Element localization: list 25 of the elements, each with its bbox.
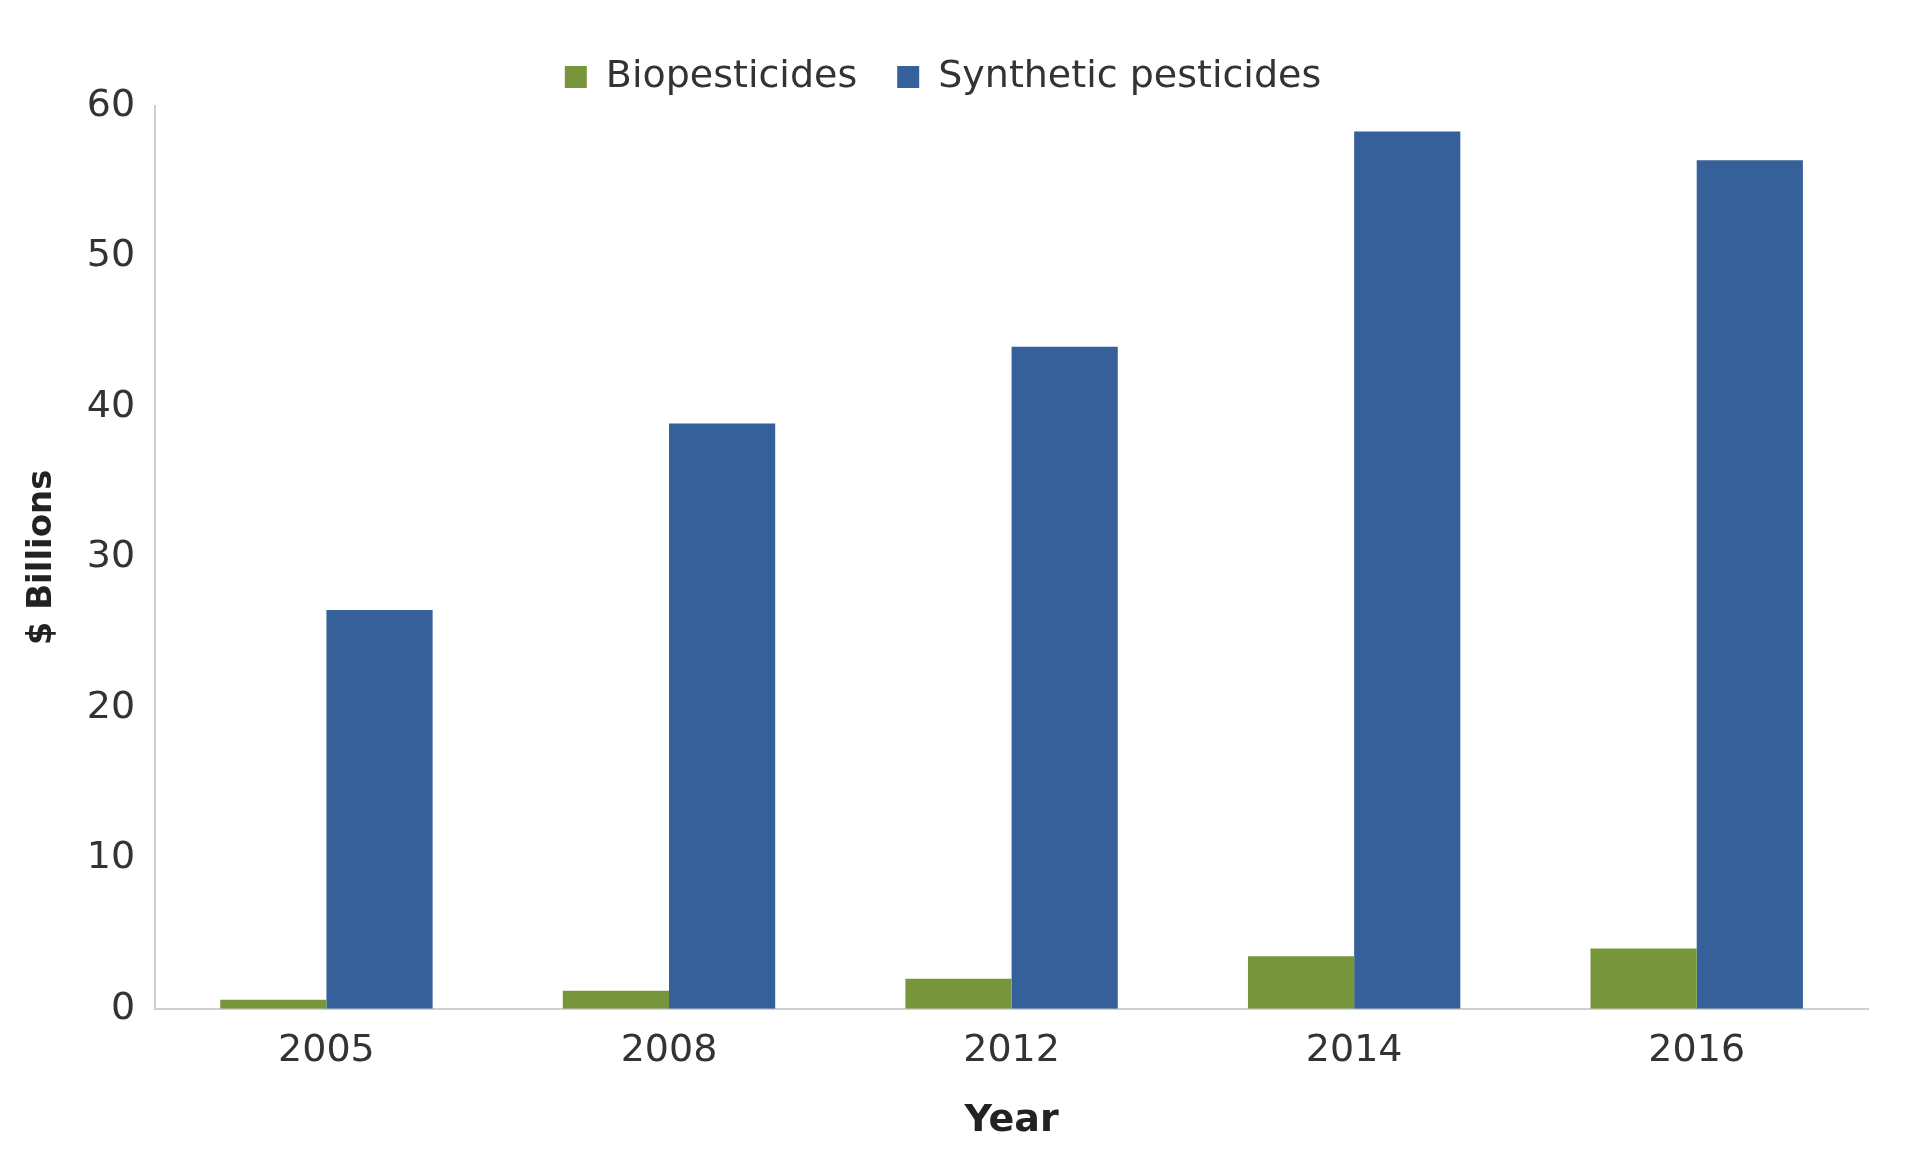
x-tick-label: 2016 [1648,1026,1746,1071]
x-tick-label: 2012 [963,1026,1060,1071]
y-tick-label: 0 [110,983,136,1028]
bar [1354,131,1461,1009]
legend-label: Synthetic pesticides [938,51,1322,96]
bar [562,990,670,1009]
y-axis-title: $ Billions [19,469,60,646]
y-tick-label: 50 [86,231,136,276]
y-tick-label: 10 [86,833,136,878]
x-axis-title: Year [963,1096,1059,1141]
y-tick-label: 40 [86,381,136,426]
y-tick-label: 60 [86,80,136,125]
y-tick-label: 30 [86,532,136,577]
bar [1590,948,1697,1009]
bar [326,610,433,1009]
bar [669,423,776,1009]
legend-label: Biopesticides [605,51,858,96]
x-tick-label: 2005 [278,1026,375,1071]
x-tick-label: 2014 [1305,1026,1403,1071]
bar [905,978,1012,1009]
x-tick-label: 2008 [620,1026,718,1071]
bar [1247,956,1355,1009]
bar [1011,346,1118,1009]
y-tick-label: 20 [86,682,136,727]
bar [1696,160,1803,1009]
